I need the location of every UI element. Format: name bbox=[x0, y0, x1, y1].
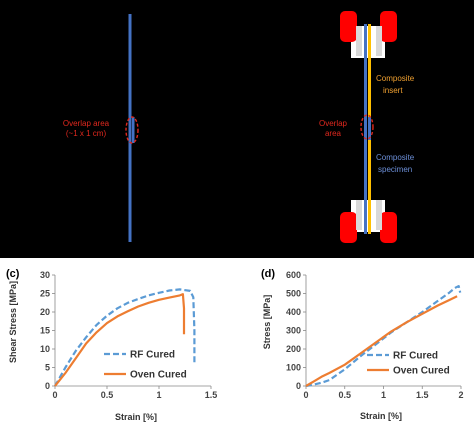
bottom-grip-right bbox=[380, 212, 397, 243]
y-tick-label: 10 bbox=[40, 344, 50, 354]
y-tick-label: 100 bbox=[286, 363, 301, 373]
panel-label-c: (c) bbox=[6, 268, 20, 280]
x-tick-label: 0 bbox=[303, 390, 308, 400]
stress-chart: (d) Strain [%] Stress [MPa] 0 0.5 1 1.5 2 0 10… bbox=[261, 268, 464, 421]
composite-insert-lower bbox=[368, 140, 371, 234]
top-grip-right bbox=[380, 11, 397, 42]
overlap-area-marker bbox=[125, 116, 139, 144]
y-tick-label: 600 bbox=[286, 270, 301, 280]
y-tick-label: 200 bbox=[286, 344, 301, 354]
y-tick-label: 300 bbox=[286, 326, 301, 336]
x-tick-label: 0.5 bbox=[338, 390, 351, 400]
specimen-diagram: Overlap area (~1 x 1 cm) Overlap area bbox=[63, 11, 415, 243]
y-tick-label: 5 bbox=[45, 363, 50, 373]
gripped-specimen: Overlap area Composite insert Composite … bbox=[319, 11, 415, 243]
composite-specimen-strip bbox=[364, 24, 367, 234]
x-tick-label: 1 bbox=[156, 390, 161, 400]
overlap-label-line1: Overlap area bbox=[63, 119, 110, 128]
single-lap-specimen: Overlap area (~1 x 1 cm) bbox=[63, 14, 139, 242]
legend-label: Oven Cured bbox=[130, 370, 187, 381]
bottom-grip-left bbox=[340, 212, 357, 243]
y-tick-label: 0 bbox=[296, 381, 301, 391]
bottom-tab-left bbox=[356, 200, 362, 230]
chart-d-panel: (d) Strain [%] Stress [MPa] 0 0.5 1 1.5 2 0 10… bbox=[237, 258, 474, 431]
composite-insert-upper bbox=[368, 24, 371, 117]
x-tick-label: 1.5 bbox=[205, 390, 218, 400]
y-axis-label-c: Shear Stress [MPa] bbox=[8, 281, 18, 363]
overlap-label-right-line1: Overlap bbox=[319, 119, 348, 128]
overlap-label-line2: (~1 x 1 cm) bbox=[66, 129, 107, 138]
x-tick-label: 1.5 bbox=[416, 390, 429, 400]
y-tick-label: 15 bbox=[40, 326, 50, 336]
legend-label: RF Cured bbox=[393, 351, 438, 362]
overlap-area-marker-right bbox=[360, 114, 374, 140]
insert-label-line1: Composite bbox=[376, 74, 415, 83]
y-axis-label-d: Stress [MPa] bbox=[262, 295, 272, 350]
x-tick-label: 2 bbox=[458, 390, 463, 400]
specimen-label-line1: Composite bbox=[376, 153, 415, 162]
top-grip-left bbox=[340, 11, 357, 42]
specimen-label-line2: specimen bbox=[378, 165, 412, 174]
composite-strip bbox=[128, 14, 132, 242]
x-axis-label-d: Strain [%] bbox=[360, 411, 402, 421]
insert-label-line2: insert bbox=[383, 86, 403, 95]
top-tab-right bbox=[376, 26, 382, 56]
panel-label-d: (d) bbox=[261, 268, 275, 280]
chart-c-panel: (c) Strain [%] Shear Stress [MPa] 0 0.5 1 1… bbox=[0, 258, 237, 431]
overlap-label-right-line2: area bbox=[325, 129, 342, 138]
y-tick-label: 500 bbox=[286, 289, 301, 299]
insert-overlap-strip bbox=[368, 117, 371, 140]
x-tick-label: 0 bbox=[52, 390, 57, 400]
x-tick-label: 0.5 bbox=[101, 390, 114, 400]
legend-label: RF Cured bbox=[130, 350, 175, 361]
top-tab-left bbox=[356, 26, 362, 56]
specimen-diagram-panel: Overlap area (~1 x 1 cm) Overlap area bbox=[0, 0, 474, 258]
series-line-oven-cured bbox=[305, 295, 458, 387]
y-tick-label: 20 bbox=[40, 307, 50, 317]
y-tick-label: 0 bbox=[45, 381, 50, 391]
y-tick-label: 30 bbox=[40, 270, 50, 280]
y-tick-label: 25 bbox=[40, 289, 50, 299]
x-axis-label-c: Strain [%] bbox=[115, 412, 157, 422]
series-line-oven-cured bbox=[54, 293, 186, 387]
shear-stress-chart: (c) Strain [%] Shear Stress [MPa] 0 0.5 1 1… bbox=[6, 268, 218, 422]
bottom-tab-right bbox=[376, 200, 382, 230]
overlap-strip bbox=[132, 117, 135, 143]
x-tick-label: 1 bbox=[381, 390, 386, 400]
y-tick-label: 400 bbox=[286, 307, 301, 317]
legend-label: Oven Cured bbox=[393, 366, 450, 377]
